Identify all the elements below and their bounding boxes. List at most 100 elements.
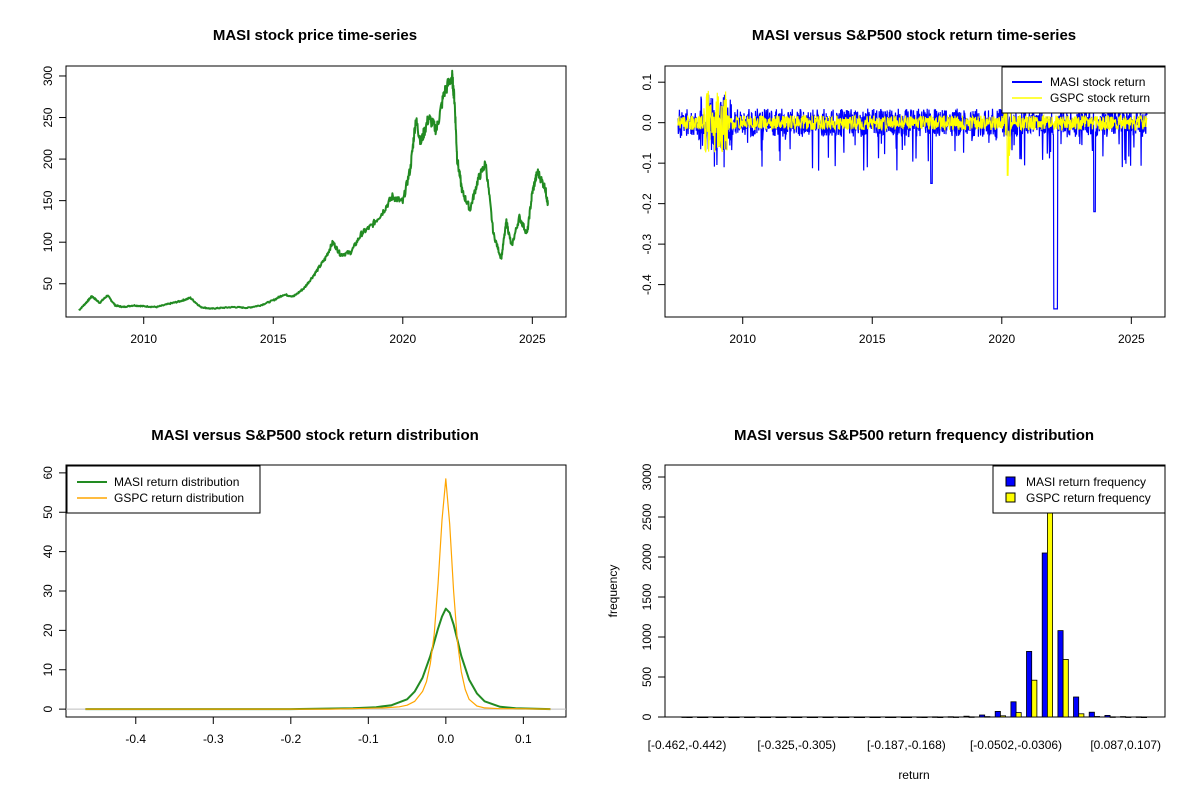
price-y-tick-label: 250: [41, 107, 55, 127]
histogram-chart-title: MASI versus S&P500 return frequency dist…: [734, 427, 1094, 444]
price-y-tick-label: 300: [41, 66, 55, 86]
gspc-frequency-bar: [765, 716, 772, 719]
gspc-frequency-bar: [1109, 716, 1116, 718]
masi-density-line: [85, 607, 551, 711]
price-y-tick-label: 100: [41, 232, 55, 252]
histogram-x-tick-label: [-0.325,-0.305): [757, 738, 836, 752]
masi-frequency-bar: [775, 716, 782, 719]
gspc-frequency-bar: [1125, 716, 1132, 718]
masi-frequency-bar: [681, 716, 688, 718]
density-x-tick-label: -0.4: [125, 732, 146, 746]
histogram-legend: MASI return frequency GSPC return freque…: [992, 465, 1166, 514]
density-legend: MASI return distribution GSPC return dis…: [66, 465, 261, 514]
gspc-frequency-legend-label: GSPC return frequency: [1026, 491, 1151, 505]
masi-frequency-bar: [1120, 716, 1127, 718]
density-y-tick-label: 60: [41, 466, 55, 480]
density-y-tick-label: 20: [41, 623, 55, 637]
masi-frequency-bar: [932, 716, 939, 718]
density-panel: MASI versus S&P500 stock return distribu…: [41, 427, 567, 746]
gspc-frequency-bar: [937, 716, 944, 719]
price-x-tick-label: 2015: [260, 332, 287, 346]
masi-frequency-bar: [994, 711, 1001, 718]
histogram-x-tick-label: [0.087,0.107): [1090, 738, 1161, 752]
masi-frequency-bar: [963, 715, 970, 718]
gspc-frequency-bar: [718, 716, 725, 719]
histogram-y-axis-label: frequency: [606, 565, 620, 618]
return-y-tick-label: 0.1: [640, 74, 654, 91]
density-y-tick-label: 0: [41, 705, 55, 712]
masi-frequency-bar: [1026, 651, 1033, 718]
masi-frequency-bar: [1135, 716, 1142, 718]
price-series-line: [78, 69, 549, 311]
return-timeseries-title: MASI versus S&P500 stock return time-ser…: [752, 27, 1076, 44]
masi-frequency-bar: [853, 716, 860, 719]
masi-frequency-bar: [791, 716, 798, 719]
gspc-frequency-bar: [1062, 659, 1069, 718]
price-y-tick-label: 200: [41, 149, 55, 169]
return-y-tick-label: -0.4: [640, 274, 654, 295]
price-y-tick-label: 50: [41, 277, 55, 291]
histogram-x-tick-label: [-0.0502,-0.0306): [970, 738, 1062, 752]
density-y-tick-label: 40: [41, 545, 55, 559]
gspc-frequency-bar: [1078, 713, 1085, 718]
histogram-y-tick-label: 3000: [640, 463, 654, 490]
masi-frequency-legend-label: MASI return frequency: [1026, 475, 1146, 489]
price-chart-title: MASI stock price time-series: [213, 27, 417, 44]
masi-frequency-bar: [1104, 715, 1111, 718]
gspc-frequency-bar: [733, 716, 740, 719]
histogram-x-axis-label: return: [898, 768, 929, 782]
gspc-frequency-bar: [1031, 679, 1038, 718]
return-y-tick-label: -0.2: [640, 193, 654, 214]
masi-frequency-bar: [712, 716, 719, 719]
return-x-tick-label: 2015: [859, 332, 886, 346]
price-x-tick-label: 2020: [389, 332, 416, 346]
price-x-tick-label: 2010: [130, 332, 157, 346]
histogram-legend-box: [992, 465, 1166, 514]
gspc-density-legend-label: GSPC return distribution: [114, 491, 244, 505]
gspc-frequency-legend-swatch: [1005, 492, 1016, 503]
histogram-panel: MASI versus S&P500 return frequency dist…: [606, 427, 1166, 782]
density-legend-box: [66, 465, 261, 514]
masi-frequency-bar: [916, 716, 923, 718]
masi-frequency-bar: [1073, 696, 1080, 718]
gspc-frequency-bar: [1094, 716, 1101, 718]
masi-frequency-bar: [947, 716, 954, 718]
masi-frequency-bar: [1057, 630, 1064, 718]
price-x-tick-label: 2025: [519, 332, 546, 346]
masi-frequency-bar: [759, 716, 766, 719]
gspc-frequency-bar: [1000, 715, 1007, 718]
density-x-tick-label: 0.1: [515, 732, 532, 746]
histogram-x-tick-label: [-0.187,-0.168): [867, 738, 946, 752]
gspc-frequency-bar: [686, 716, 693, 719]
return-y-tick-label: 0.0: [640, 114, 654, 131]
return-y-tick-label: -0.1: [640, 153, 654, 174]
density-x-tick-label: -0.2: [280, 732, 301, 746]
masi-frequency-bar: [838, 716, 845, 719]
masi-frequency-bar: [822, 716, 829, 719]
gspc-frequency-bar: [968, 716, 975, 718]
gspc-frequency-bar: [749, 716, 756, 719]
histogram-y-tick-label: 0: [640, 713, 654, 720]
gspc-frequency-bar: [843, 716, 850, 719]
gspc-frequency-bar: [1141, 716, 1148, 719]
return-x-tick-label: 2010: [729, 332, 756, 346]
histogram-y-tick-label: 2000: [640, 543, 654, 570]
gspc-frequency-bar: [859, 716, 866, 719]
histogram-y-tick-label: 1000: [640, 623, 654, 650]
return-timeseries-panel: MASI versus S&P500 stock return time-ser…: [640, 27, 1166, 346]
return-x-tick-label: 2025: [1118, 332, 1145, 346]
gspc-frequency-bar: [812, 716, 819, 719]
gspc-frequency-bar: [827, 716, 834, 719]
gspc-return-series-line: [677, 85, 1148, 176]
return-y-tick-label: -0.3: [640, 233, 654, 254]
masi-frequency-legend-swatch: [1005, 476, 1016, 487]
masi-density-legend-label: MASI return distribution: [114, 475, 239, 489]
gspc-frequency-bar: [906, 716, 913, 719]
density-y-tick-label: 10: [41, 663, 55, 677]
density-x-tick-label: -0.3: [203, 732, 224, 746]
histogram-y-tick-label: 1500: [640, 583, 654, 610]
gspc-frequency-bar: [921, 716, 928, 719]
masi-frequency-bar: [806, 716, 813, 719]
density-y-tick-label: 30: [41, 584, 55, 598]
